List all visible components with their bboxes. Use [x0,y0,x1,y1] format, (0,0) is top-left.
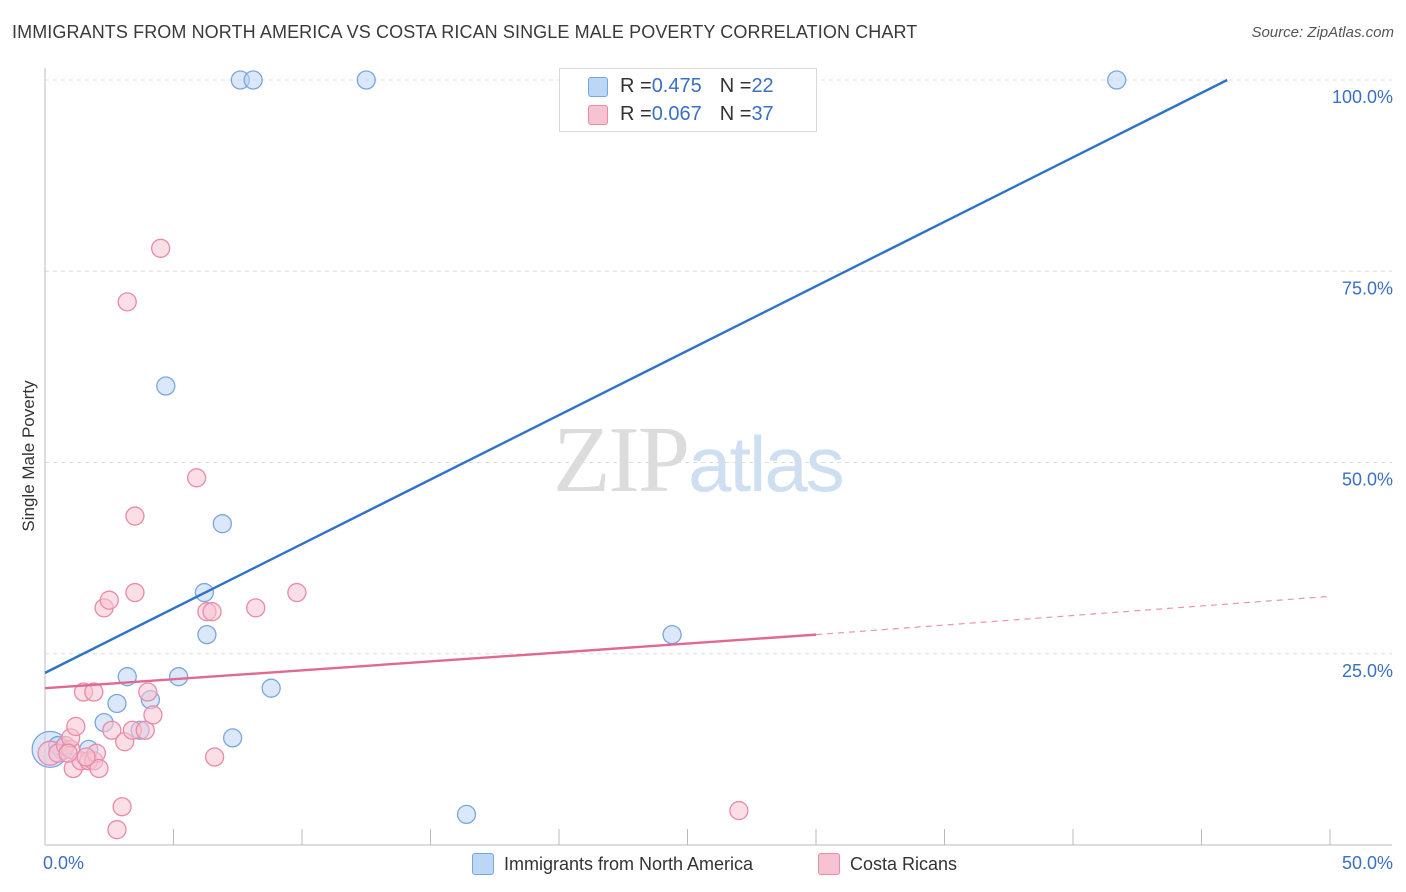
data-point-pink [125,506,145,526]
data-point-pink [102,720,122,740]
trend-line-blue [44,78,1228,674]
data-point-blue [356,70,376,90]
data-point-pink [186,468,207,488]
data-point-blue [212,514,232,534]
series-legend-pink: Costa Ricans [818,852,957,876]
data-point-pink [84,682,104,702]
legend-label-blue: Immigrants from North America [504,853,754,874]
correlation-legend: R = 0.475 N = 22 R = 0.067 N = 37 [559,68,817,132]
data-point-pink [150,238,171,258]
x-tick-label: 50.0% [1342,853,1393,873]
data-point-pink [76,747,96,767]
legend-n-label: N = [719,74,752,97]
data-point-blue [1107,70,1127,90]
legend-n-label: N = [719,102,752,125]
data-point-pink [66,716,86,737]
x-tick-label: 0.0% [43,853,84,873]
data-point-pink [99,590,119,610]
source-label: Source: ZipAtlas.com [1251,24,1394,41]
data-point-blue [261,678,281,698]
legend-r-value: 0.067 [651,102,702,125]
data-point-pink [729,800,749,821]
legend-r-label: R = [620,74,652,97]
data-point-blue [662,624,682,645]
data-point-pink [107,820,127,840]
series-legend-blue: Immigrants from North America [472,852,753,876]
data-point-blue [168,667,189,687]
data-point-pink [125,582,145,603]
data-point-pink [89,758,109,779]
data-point-pink [202,602,222,622]
data-point-blue [222,728,243,748]
legend-row-pink: R = 0.067 N = 37 [620,102,774,126]
data-point-pink [138,682,158,702]
trend-line-extension-pink [815,595,1331,636]
y-tick-label: 50.0% [1342,470,1393,490]
trend-line-pink [44,633,817,690]
y-tick-label: 75.0% [1342,278,1393,298]
y-tick-label: 100.0% [1332,87,1393,107]
data-point-pink [117,292,137,312]
data-point-blue [456,804,477,825]
legend-row-blue: R = 0.475 N = 22 [620,74,774,98]
data-point-pink [135,720,155,740]
data-point-blue [156,376,176,396]
chart-title: IMMIGRANTS FROM NORTH AMERICA VS COSTA R… [12,22,918,42]
legend-swatch-pink [588,105,608,125]
legend-swatch-blue [588,77,608,97]
data-point-blue [243,70,263,90]
data-point-pink [287,582,307,603]
y-tick-label: 25.0% [1342,661,1393,681]
legend-swatch-pink [818,853,840,875]
legend-n-value: 22 [751,74,774,97]
data-point-pink [143,705,163,725]
legend-r-value: 0.475 [651,74,702,97]
legend-r-label: R = [620,102,652,125]
data-point-pink [112,797,132,817]
legend-n-value: 37 [751,102,774,125]
data-point-pink [246,598,266,618]
data-point-pink [58,743,78,763]
data-point-blue [197,624,217,645]
data-point-blue [107,693,127,714]
legend-label-pink: Costa Ricans [850,853,958,874]
legend-swatch-blue [472,853,494,875]
data-point-pink [204,747,225,767]
